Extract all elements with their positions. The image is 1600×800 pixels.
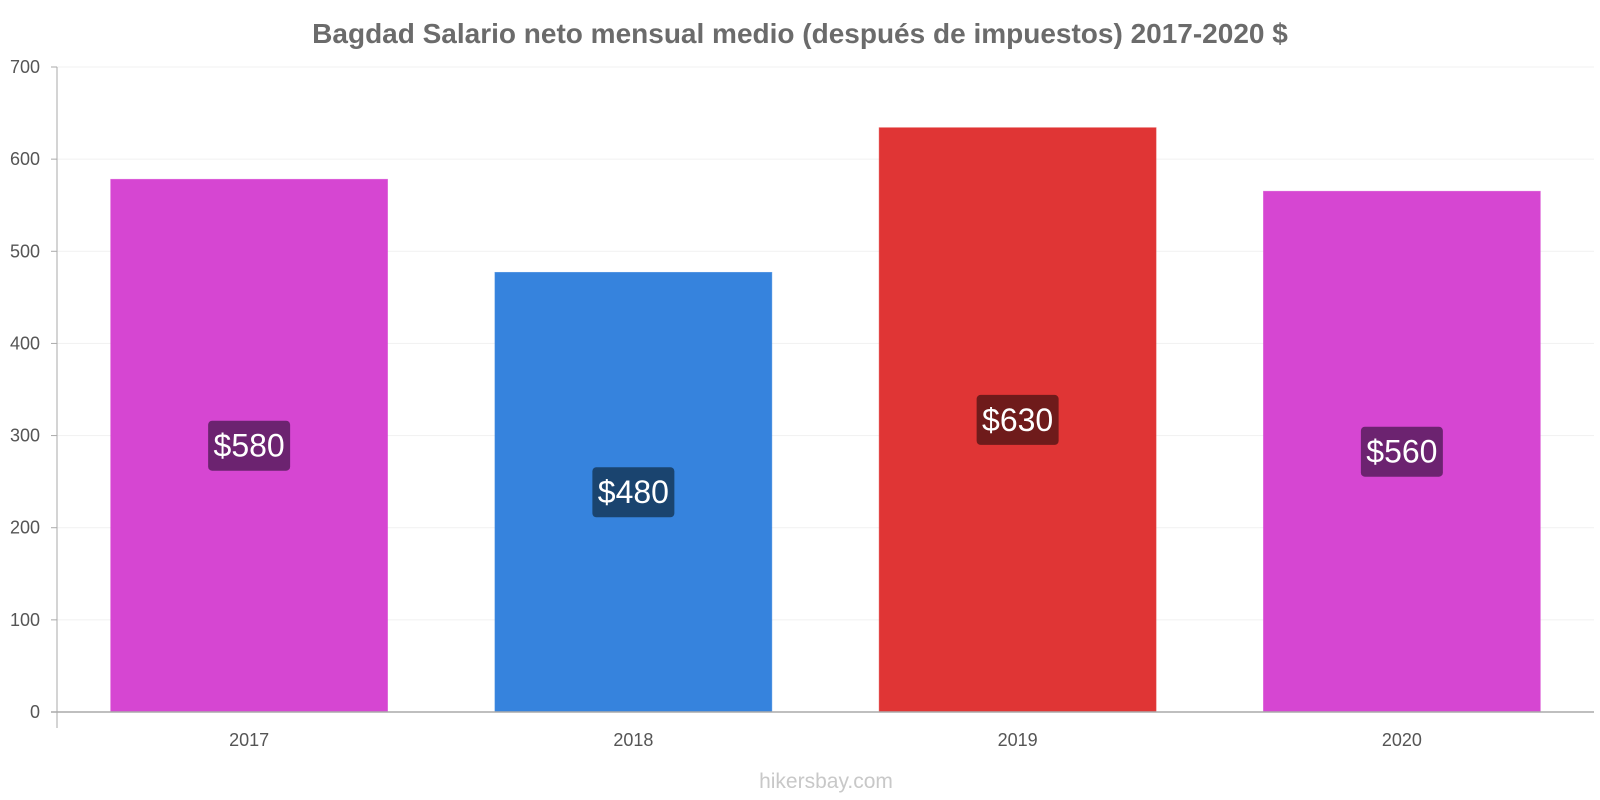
y-tick-label: 200 (10, 518, 40, 538)
watermark: hikersbay.com (759, 770, 893, 793)
bars (110, 127, 1541, 713)
y-tick-label: 100 (10, 610, 40, 630)
y-tick-label: 0 (30, 702, 40, 722)
data-label: $580 (214, 428, 285, 464)
data-label-box (208, 420, 291, 471)
y-tick-label: 600 (10, 149, 40, 169)
x-tick-label: 2018 (613, 730, 653, 750)
x-tick-label: 2020 (1382, 730, 1422, 750)
data-label: $480 (598, 474, 669, 510)
data-label-box (1360, 426, 1443, 477)
y-tick-label: 300 (10, 426, 40, 446)
data-label: $630 (982, 402, 1053, 438)
x-tick-label: 2017 (229, 730, 269, 750)
y-tick-label: 700 (10, 57, 40, 77)
data-label: $560 (1366, 434, 1437, 470)
data-label-box (592, 467, 675, 518)
data-labels: $580 $480 $630 $560 (208, 394, 1443, 518)
chart-title: Bagdad Salario neto mensual medio (despu… (312, 18, 1288, 49)
x-tick-label: 2019 (998, 730, 1038, 750)
y-tick-label: 400 (10, 333, 40, 353)
axes: 0 100 200 300 400 500 600 700 2017 2018 2019 2020 (10, 57, 1594, 750)
y-tick-label: 500 (10, 241, 40, 261)
data-label-box (976, 394, 1059, 445)
